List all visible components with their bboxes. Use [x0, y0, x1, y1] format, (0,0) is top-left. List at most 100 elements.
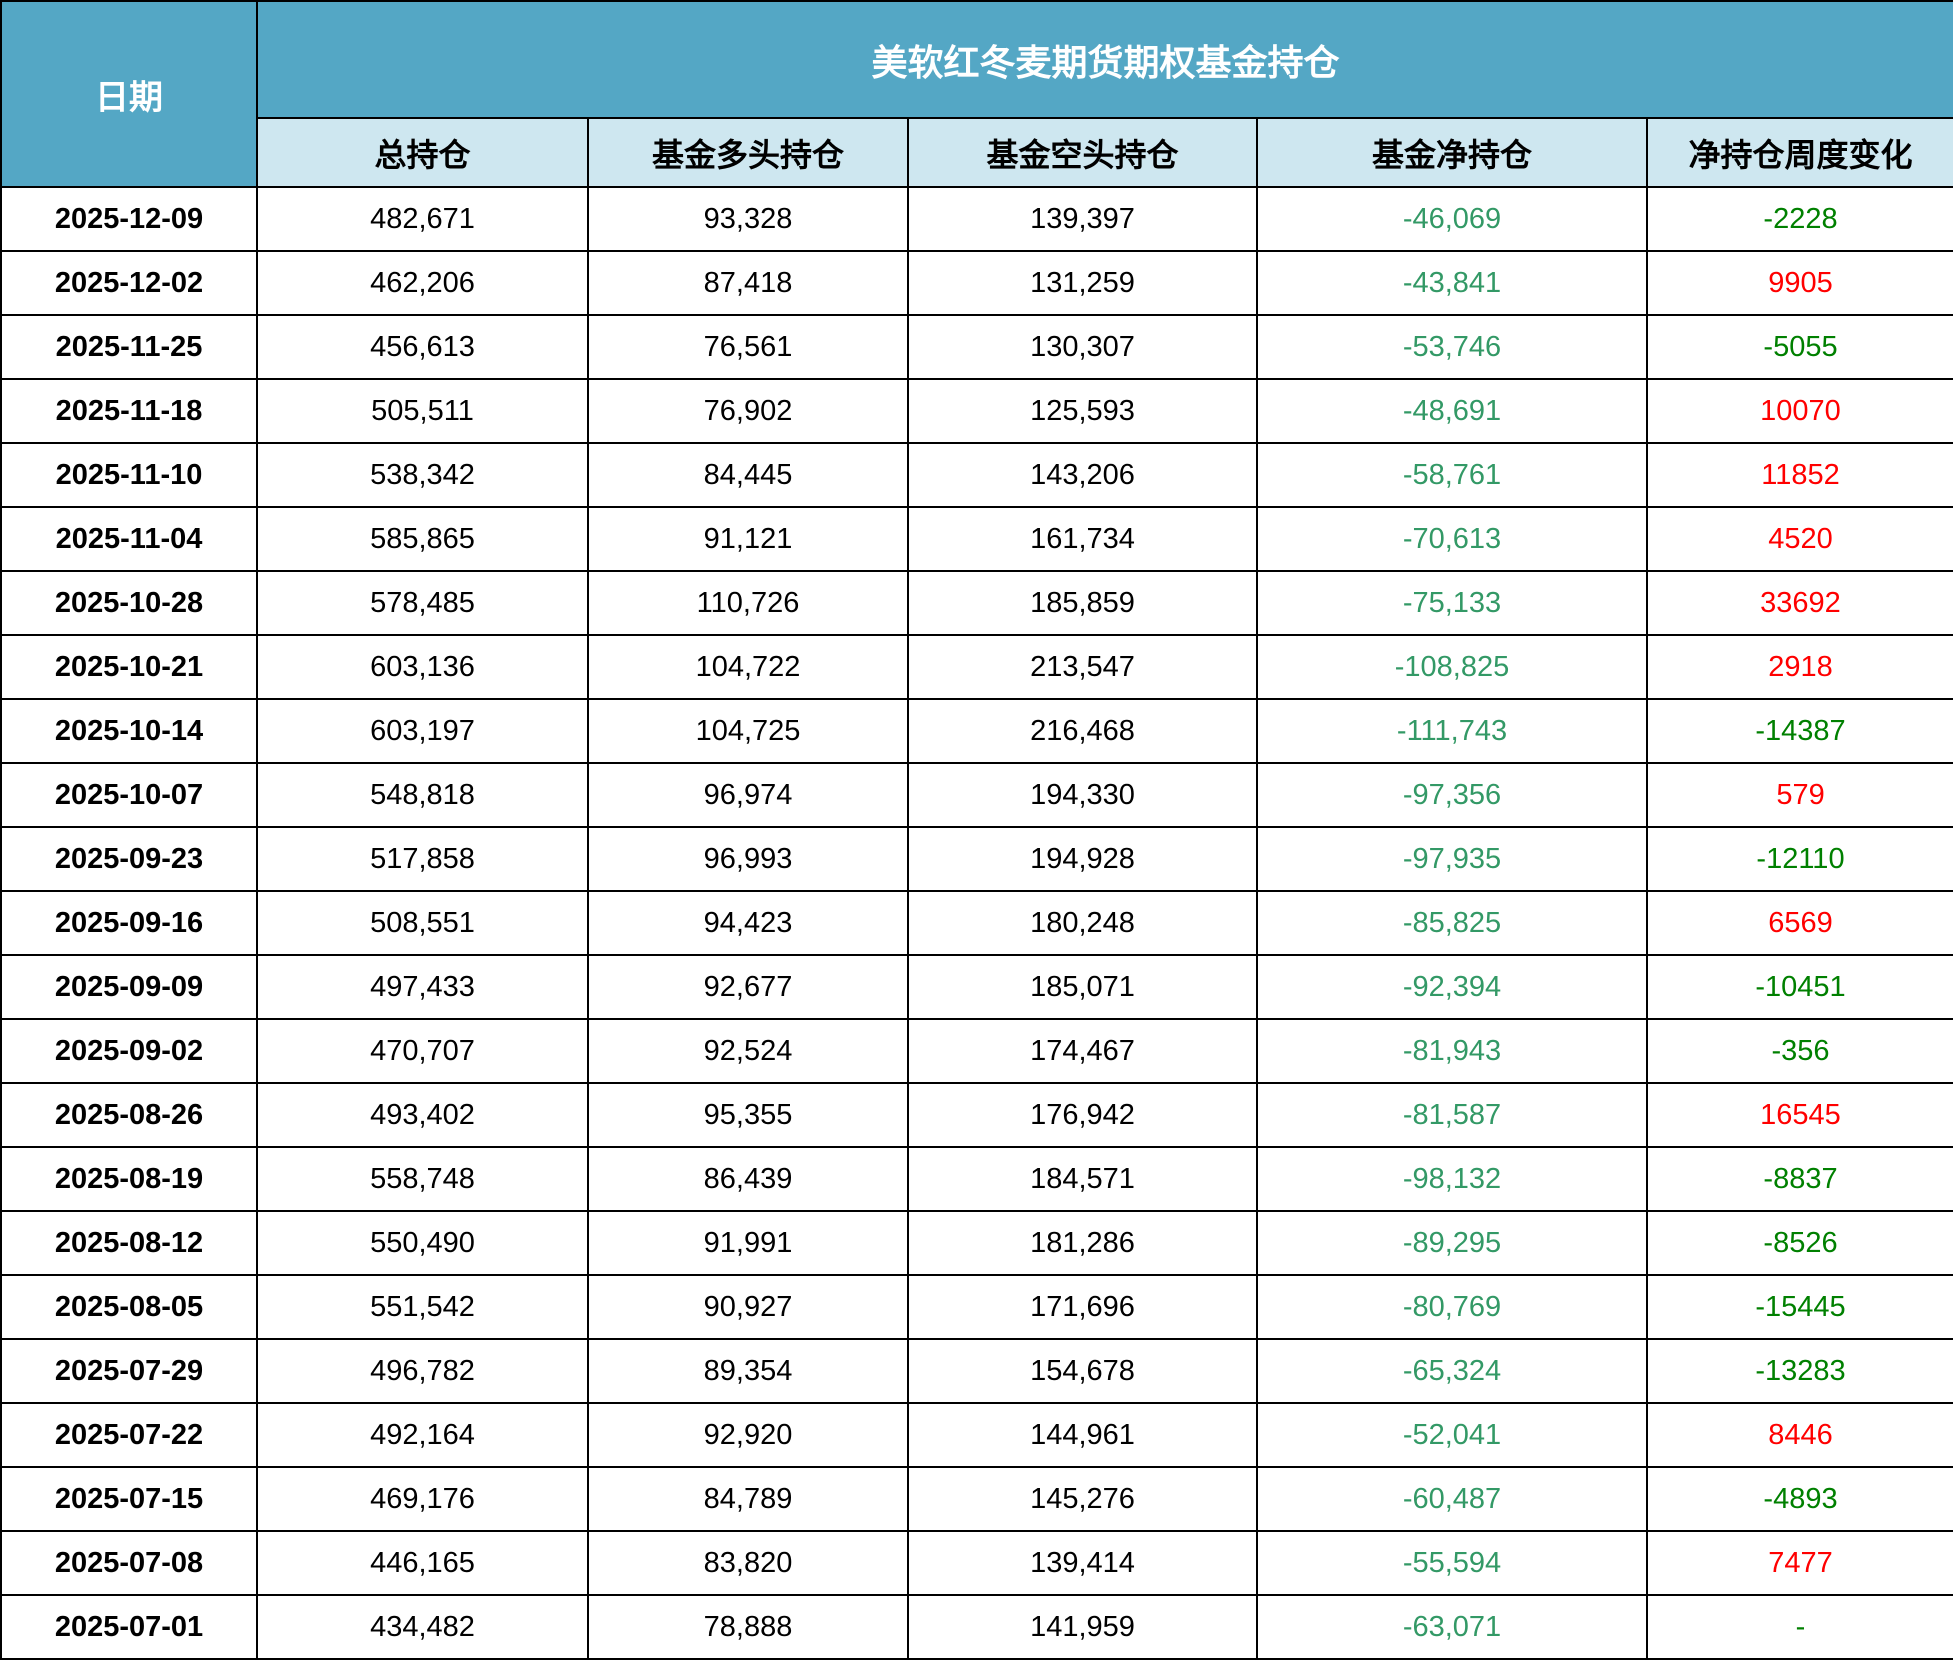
date-cell: 2025-10-07: [0, 762, 258, 828]
table-row: 2025-07-08 446,165 83,820 139,414 -55,594 747…: [0, 1530, 1953, 1596]
date-cell: 2025-11-10: [0, 442, 258, 508]
net-weekly-change-cell: 33692: [1645, 570, 1953, 636]
date-cell: 2025-07-22: [0, 1402, 258, 1468]
date-cell: 2025-07-08: [0, 1530, 258, 1596]
net-weekly-change-cell: -8526: [1645, 1210, 1953, 1276]
net-weekly-change-cell: -8837: [1645, 1146, 1953, 1212]
total-oi-cell: 446,165: [256, 1530, 589, 1596]
fund-long-cell: 96,974: [587, 762, 909, 828]
net-weekly-change-cell: 9905: [1645, 250, 1953, 316]
table-row: 2025-07-01 434,482 78,888 141,959 -63,071-: [0, 1594, 1953, 1660]
table-row: 2025-08-19 558,748 86,439 184,571 -98,132 -88…: [0, 1146, 1953, 1212]
table-row: 2025-09-23 517,858 96,993 194,928 -97,935 -12…: [0, 826, 1953, 892]
fund-short-cell: 141,959: [907, 1594, 1258, 1660]
date-cell: 2025-11-25: [0, 314, 258, 380]
net-weekly-change-cell: -13283: [1645, 1338, 1953, 1404]
fund-short-cell: 125,593: [907, 378, 1258, 444]
fund-short-cell: 145,276: [907, 1466, 1258, 1532]
table-row: 2025-09-09 497,433 92,677 185,071 -92,394 -10…: [0, 954, 1953, 1020]
table-title: 美软红冬麦期货期权基金持仓: [255, 0, 1953, 119]
fund-short-cell: 185,859: [907, 570, 1258, 636]
fund-net-cell: -63,071: [1256, 1594, 1648, 1660]
date-cell: 2025-09-02: [0, 1018, 258, 1084]
table-row: 2025-11-04 585,865 91,121 161,734 -70,613 452…: [0, 506, 1953, 572]
fund-long-cell: 92,920: [587, 1402, 909, 1468]
fund-net-cell: -53,746: [1256, 314, 1648, 380]
column-header-fund-long: 基金多头持仓: [587, 117, 909, 188]
date-column-header: 日期: [0, 0, 258, 188]
fund-short-cell: 181,286: [907, 1210, 1258, 1276]
fund-short-cell: 185,071: [907, 954, 1258, 1020]
net-weekly-change-cell: -14387: [1645, 698, 1953, 764]
net-weekly-change-cell: -15445: [1645, 1274, 1953, 1340]
fund-short-cell: 131,259: [907, 250, 1258, 316]
total-oi-cell: 603,136: [256, 634, 589, 700]
fund-short-cell: 176,942: [907, 1082, 1258, 1148]
date-cell: 2025-09-16: [0, 890, 258, 956]
fund-long-cell: 91,121: [587, 506, 909, 572]
fund-short-cell: 171,696: [907, 1274, 1258, 1340]
fund-long-cell: 84,445: [587, 442, 909, 508]
fund-net-cell: -55,594: [1256, 1530, 1648, 1596]
net-weekly-change-cell: 6569: [1645, 890, 1953, 956]
fund-short-cell: 184,571: [907, 1146, 1258, 1212]
fund-short-cell: 139,397: [907, 186, 1258, 252]
total-oi-cell: 493,402: [256, 1082, 589, 1148]
fund-short-cell: 144,961: [907, 1402, 1258, 1468]
table-body: 2025-12-09 482,671 93,328 139,397 -46,069 -22…: [0, 186, 1953, 1660]
fund-short-cell: 194,330: [907, 762, 1258, 828]
total-oi-cell: 585,865: [256, 506, 589, 572]
total-oi-cell: 505,511: [256, 378, 589, 444]
total-oi-cell: 462,206: [256, 250, 589, 316]
net-weekly-change-cell: 7477: [1645, 1530, 1953, 1596]
total-oi-cell: 482,671: [256, 186, 589, 252]
fund-long-cell: 87,418: [587, 250, 909, 316]
fund-long-cell: 93,328: [587, 186, 909, 252]
table-row: 2025-08-26 493,402 95,355 176,942 -81,587 165…: [0, 1082, 1953, 1148]
date-cell: 2025-08-12: [0, 1210, 258, 1276]
fund-short-cell: 216,468: [907, 698, 1258, 764]
total-oi-cell: 603,197: [256, 698, 589, 764]
table-row: 2025-08-12 550,490 91,991 181,286 -89,295 -85…: [0, 1210, 1953, 1276]
date-cell: 2025-08-19: [0, 1146, 258, 1212]
fund-net-cell: -46,069: [1256, 186, 1648, 252]
total-oi-cell: 496,782: [256, 1338, 589, 1404]
net-weekly-change-cell: -12110: [1645, 826, 1953, 892]
column-header-fund-short: 基金空头持仓: [907, 117, 1258, 188]
total-oi-cell: 456,613: [256, 314, 589, 380]
total-oi-cell: 470,707: [256, 1018, 589, 1084]
date-cell: 2025-08-05: [0, 1274, 258, 1340]
net-weekly-change-cell: 11852: [1645, 442, 1953, 508]
total-oi-cell: 538,342: [256, 442, 589, 508]
date-cell: 2025-10-28: [0, 570, 258, 636]
fund-net-cell: -58,761: [1256, 442, 1648, 508]
total-oi-cell: 558,748: [256, 1146, 589, 1212]
fund-short-cell: 174,467: [907, 1018, 1258, 1084]
net-weekly-change-cell: -10451: [1645, 954, 1953, 1020]
fund-short-cell: 139,414: [907, 1530, 1258, 1596]
table-row: 2025-10-07 548,818 96,974 194,330 -97,356 579: [0, 762, 1953, 828]
fund-short-cell: 154,678: [907, 1338, 1258, 1404]
total-oi-cell: 548,818: [256, 762, 589, 828]
fund-net-cell: -81,943: [1256, 1018, 1648, 1084]
fund-net-cell: -89,295: [1256, 1210, 1648, 1276]
fund-net-cell: -92,394: [1256, 954, 1648, 1020]
fund-long-cell: 78,888: [587, 1594, 909, 1660]
date-cell: 2025-09-23: [0, 826, 258, 892]
fund-net-cell: -43,841: [1256, 250, 1648, 316]
table-row: 2025-10-28 578,485 110,726 185,859 -75,133 33…: [0, 570, 1953, 636]
column-header-row: 总持仓 基金多头持仓 基金空头持仓 基金净持仓 净持仓周度变化: [1, 117, 1953, 188]
date-cell: 2025-07-15: [0, 1466, 258, 1532]
total-oi-cell: 434,482: [256, 1594, 589, 1660]
net-weekly-change-cell: -356: [1645, 1018, 1953, 1084]
fund-short-cell: 130,307: [907, 314, 1258, 380]
net-weekly-change-cell: -: [1645, 1594, 1953, 1660]
table-row: 2025-09-16 508,551 94,423 180,248 -85,825 656…: [0, 890, 1953, 956]
fund-long-cell: 95,355: [587, 1082, 909, 1148]
date-cell: 2025-08-26: [0, 1082, 258, 1148]
fund-long-cell: 83,820: [587, 1530, 909, 1596]
fund-net-cell: -108,825: [1256, 634, 1648, 700]
fund-long-cell: 86,439: [587, 1146, 909, 1212]
fund-net-cell: -60,487: [1256, 1466, 1648, 1532]
